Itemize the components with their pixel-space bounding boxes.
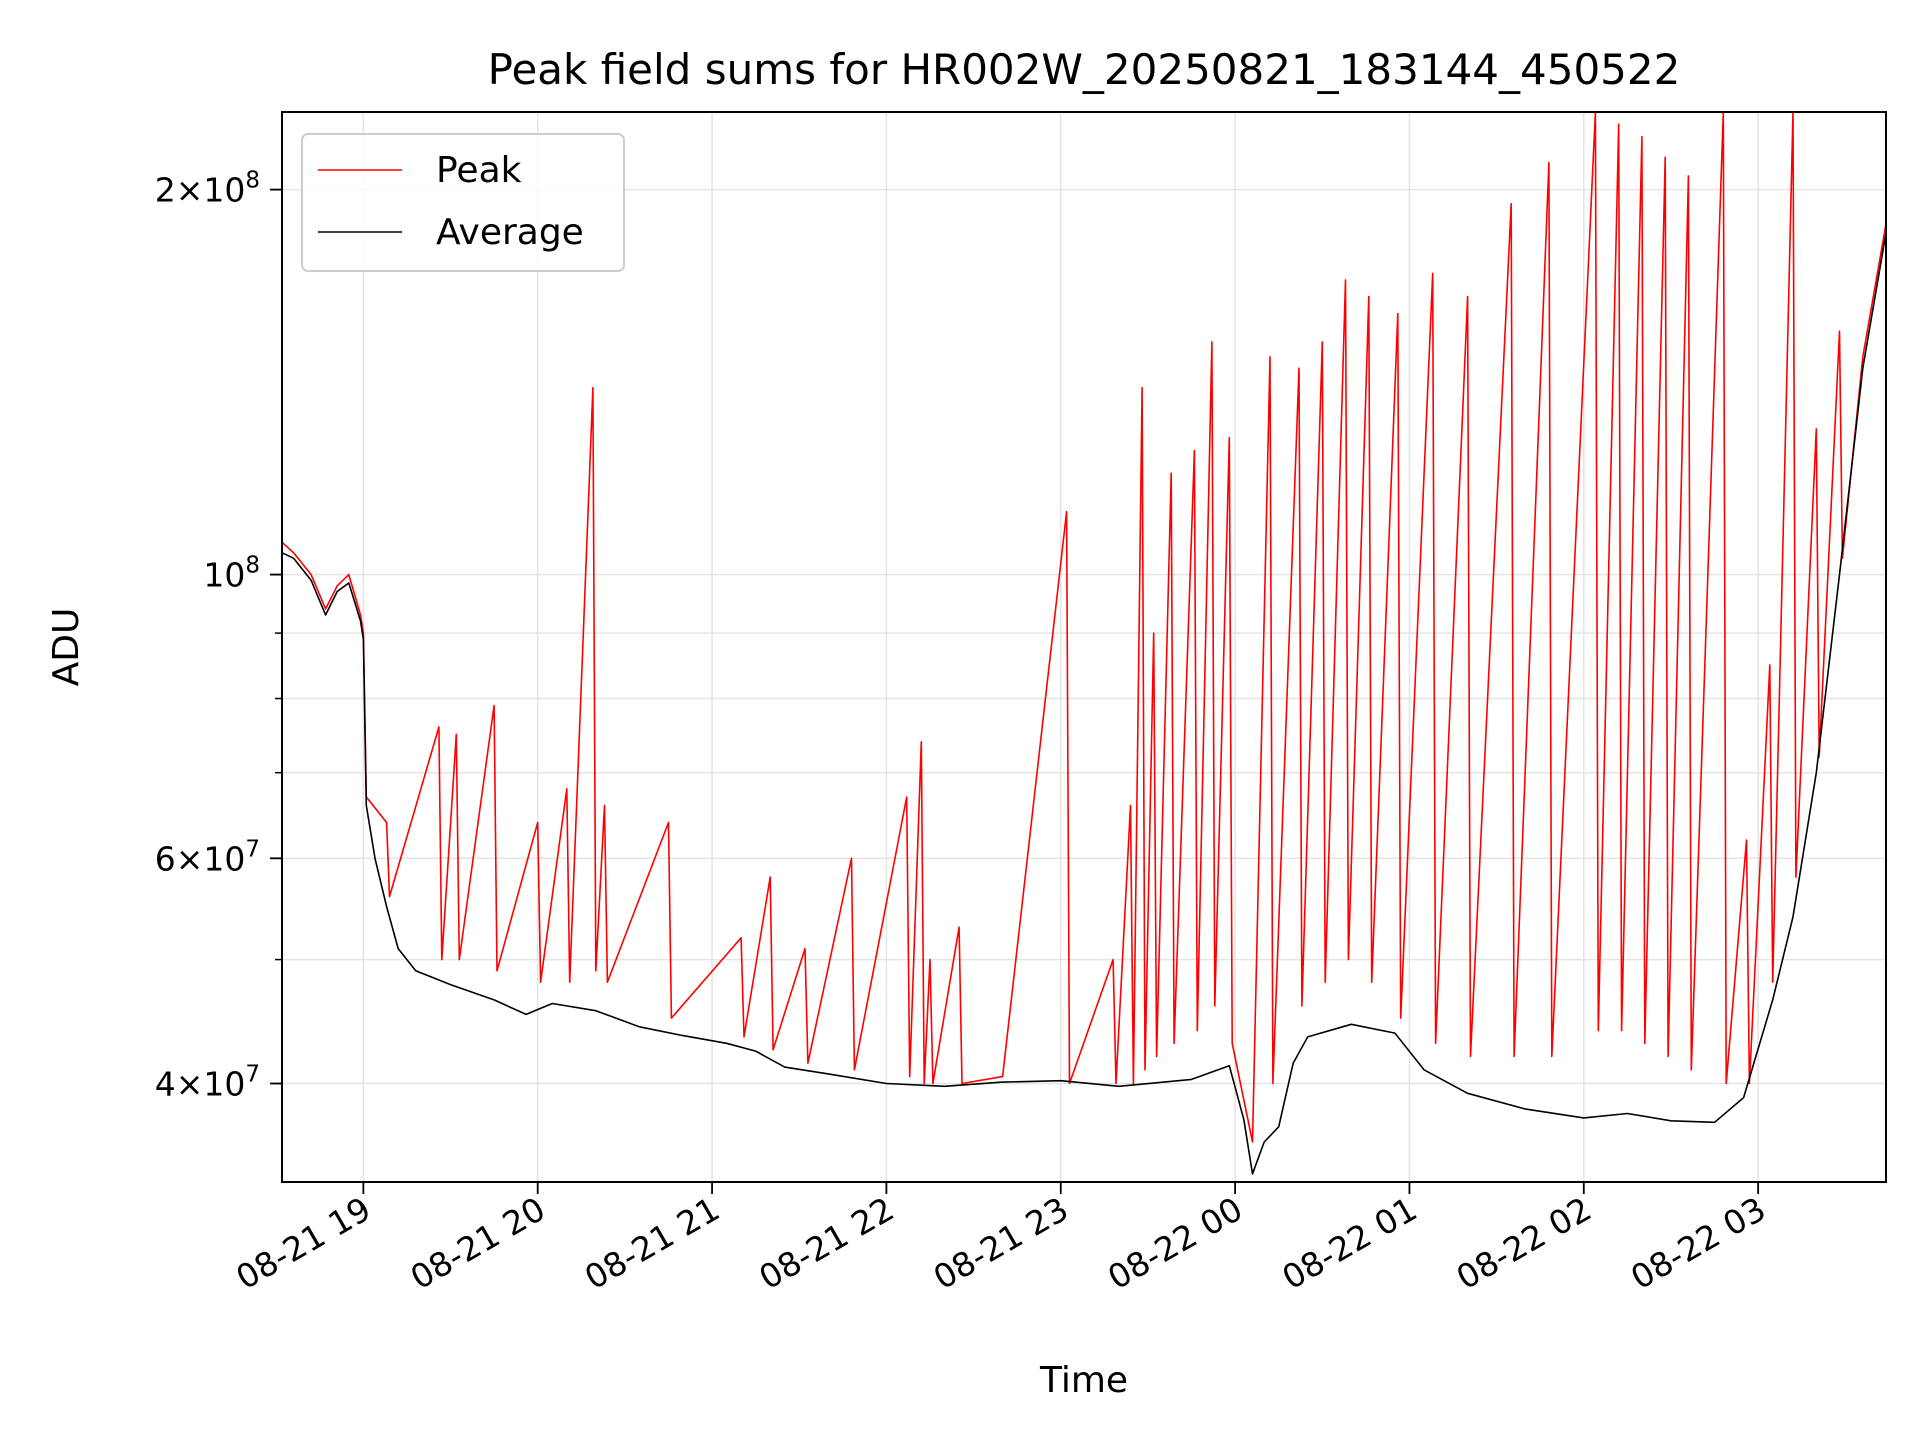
y-tick-label: 4×107 (155, 1062, 260, 1104)
legend-label-average: Average (436, 212, 584, 253)
grid-lines (282, 112, 1886, 1182)
y-axis: 4×107 6×107 108 2×108 (155, 168, 282, 1104)
axes-frame (281, 111, 1887, 1183)
x-axis-label: Time (1039, 1360, 1128, 1401)
y-tick-label: 2×108 (155, 168, 260, 210)
y-tick-label: 6×107 (155, 836, 260, 878)
legend-label-peak: Peak (436, 150, 522, 191)
y-axis-label: ADU (46, 608, 87, 687)
series-line-peak (282, 112, 1886, 1143)
legend-box (301, 133, 625, 272)
y-tick-label: 108 (203, 553, 260, 595)
plot-area (282, 112, 1886, 1175)
series-line-average (282, 232, 1886, 1175)
legend: Peak Average (301, 133, 625, 272)
chart-title: Peak field sums for HR002W_20250821_1831… (488, 45, 1681, 94)
